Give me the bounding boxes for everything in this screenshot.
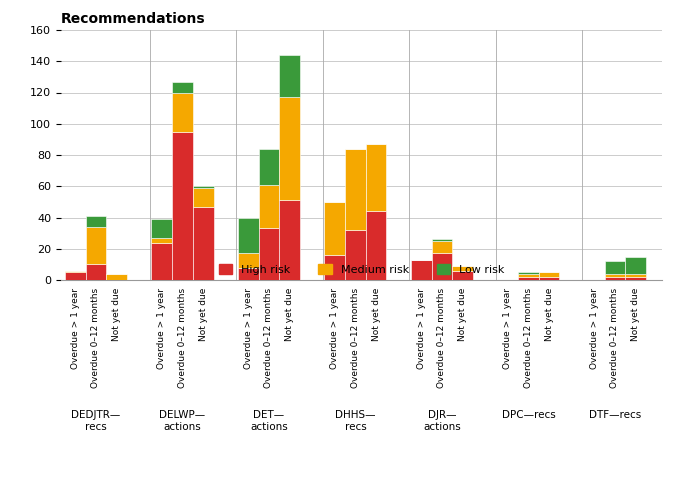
Bar (259, 184, 279, 228)
Text: DPC—recs: DPC—recs (502, 410, 555, 420)
Bar (151, 242, 172, 280)
Bar (279, 55, 300, 97)
Bar (65, 270, 86, 272)
Bar (604, 261, 625, 274)
Bar (238, 218, 259, 254)
Bar (345, 230, 366, 280)
Bar (65, 272, 86, 280)
Bar (172, 92, 193, 132)
Bar (259, 149, 279, 184)
Bar (172, 132, 193, 280)
Bar (604, 274, 625, 277)
Bar (324, 202, 345, 255)
Bar (518, 277, 539, 280)
Bar (431, 241, 452, 254)
Bar (604, 277, 625, 280)
Text: DHHS—
recs: DHHS— recs (335, 410, 376, 432)
Bar (625, 256, 646, 274)
Bar (279, 200, 300, 280)
Bar (106, 274, 127, 280)
Bar (431, 240, 452, 241)
Bar (193, 188, 214, 206)
Bar (279, 97, 300, 200)
Text: DET—
actions: DET— actions (250, 410, 288, 432)
Bar (625, 277, 646, 280)
Bar (366, 211, 387, 280)
Bar (151, 219, 172, 238)
Bar (345, 149, 366, 230)
Legend: High risk, Medium risk, Low risk: High risk, Medium risk, Low risk (215, 260, 508, 280)
Bar (151, 238, 172, 242)
Text: Recommendations: Recommendations (61, 12, 206, 26)
Text: DTF—recs: DTF—recs (589, 410, 641, 420)
Bar (452, 270, 473, 280)
Text: DJR—
actions: DJR— actions (423, 410, 461, 432)
Bar (238, 254, 259, 268)
Text: DEDJTR—
recs: DEDJTR— recs (72, 410, 120, 432)
Bar (452, 266, 473, 270)
Bar (193, 186, 214, 188)
Bar (431, 254, 452, 280)
Bar (259, 228, 279, 280)
Bar (625, 274, 646, 277)
Bar (238, 268, 259, 280)
Text: DELWP—
actions: DELWP— actions (160, 410, 206, 432)
Bar (518, 274, 539, 277)
Bar (539, 272, 560, 277)
Bar (539, 277, 560, 280)
Bar (86, 227, 106, 264)
Bar (366, 144, 387, 211)
Bar (172, 82, 193, 92)
Bar (411, 260, 431, 280)
Bar (324, 255, 345, 280)
Bar (86, 216, 106, 227)
Bar (86, 264, 106, 280)
Bar (518, 272, 539, 274)
Bar (193, 206, 214, 280)
